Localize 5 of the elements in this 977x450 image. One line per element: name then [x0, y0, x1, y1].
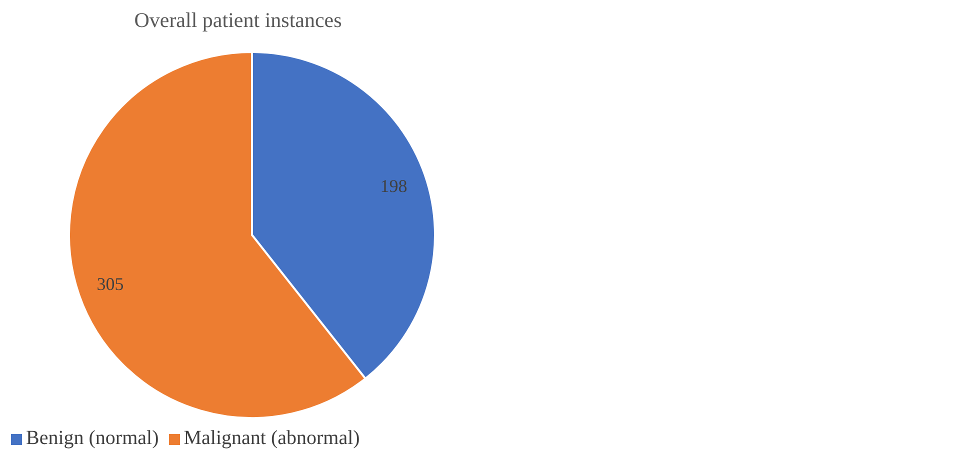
data-label: 305 — [96, 274, 124, 294]
legend-label: Malignant (abnormal) — [184, 427, 360, 449]
data-label: 198 — [380, 176, 408, 196]
legend-label: Benign (normal) — [26, 427, 159, 449]
chart-title: Overall patient instances — [133, 8, 343, 33]
